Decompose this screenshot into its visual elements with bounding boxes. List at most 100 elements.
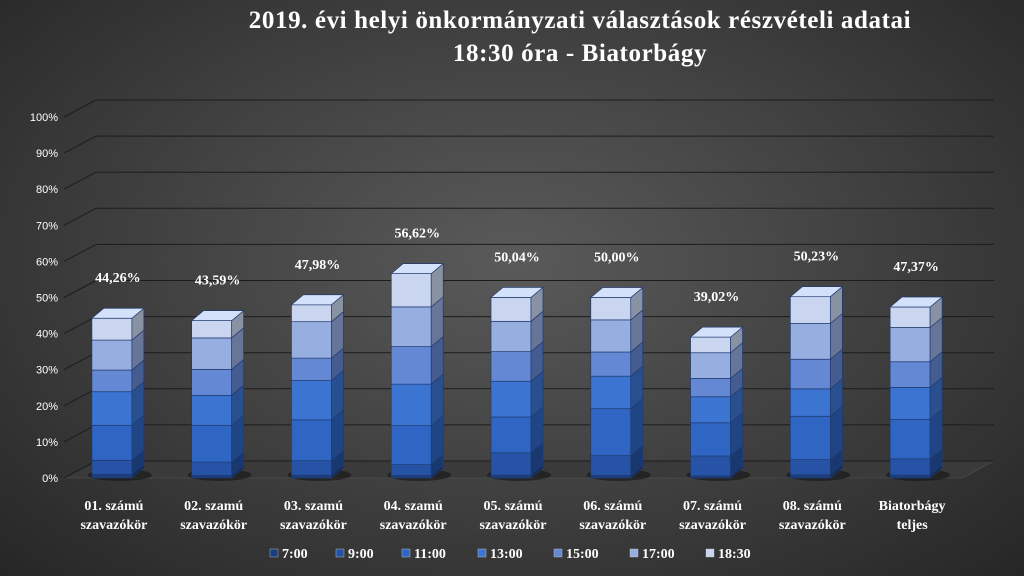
- x-category-label: teljes: [897, 518, 929, 533]
- bar-segment: [191, 394, 233, 426]
- gridline-diagonal: [63, 352, 97, 371]
- bar-segment: [490, 380, 532, 418]
- y-tick-label: 40%: [36, 329, 58, 341]
- bar-segment: [390, 346, 432, 385]
- gridline-diagonal: [63, 243, 97, 262]
- gridline-diagonal: [63, 280, 97, 298]
- x-category-label: 03. szamú: [284, 499, 343, 514]
- bar-segment: [690, 396, 731, 424]
- x-category-label: szavazókör: [280, 518, 347, 533]
- legend-label: 7:00: [282, 547, 308, 562]
- legend-label: 18:30: [718, 547, 751, 562]
- data-label: 47,37%: [893, 260, 939, 275]
- bar-segment: [91, 474, 133, 479]
- data-label: 50,23%: [794, 250, 840, 265]
- bar-segment: [291, 321, 332, 359]
- bar-segment: [91, 317, 133, 341]
- gridline-diagonal: [63, 424, 97, 443]
- legend-swatch: [553, 548, 563, 558]
- bar-segment: [490, 474, 532, 479]
- bar-segment: [590, 408, 632, 456]
- legend-label: 11:00: [414, 547, 446, 562]
- bar-segment: [690, 422, 731, 457]
- bar-segment: [390, 383, 432, 427]
- y-tick-label: 10%: [36, 437, 58, 449]
- bar-segment: [191, 368, 233, 396]
- bar-segment: [490, 452, 532, 476]
- bar-segment: [789, 474, 831, 479]
- bar-segment: [690, 336, 731, 354]
- bar-segment: [889, 327, 931, 363]
- x-category-label: 06. számú: [583, 499, 642, 514]
- data-label: 43,59%: [195, 274, 241, 289]
- bar-segment: [789, 388, 831, 417]
- bar-segment: [291, 419, 332, 462]
- bar-segment: [590, 319, 632, 353]
- bar-top: [190, 310, 245, 321]
- data-label: 47,98%: [295, 258, 341, 273]
- bar-segment: [490, 416, 532, 454]
- bar-segment: [889, 474, 931, 479]
- chart-title-line-1: 2019. évi helyi önkormányzati választáso…: [248, 7, 912, 34]
- x-category-label: szavazókör: [579, 518, 646, 533]
- legend-swatch: [477, 548, 487, 558]
- bar-top: [390, 263, 445, 274]
- y-tick-label: 90%: [36, 148, 58, 160]
- bar-segment: [590, 455, 632, 476]
- legend-label: 17:00: [642, 547, 675, 562]
- y-tick-label: 0%: [42, 473, 58, 485]
- data-label: 56,62%: [394, 227, 440, 242]
- bar-segment: [789, 459, 831, 476]
- bar-segment: [889, 387, 931, 420]
- bar-segment: [91, 339, 133, 371]
- bar-top: [589, 287, 644, 298]
- x-category-label: szavazókör: [380, 518, 447, 533]
- bar-segment: [590, 375, 632, 410]
- bar-segment: [590, 475, 632, 479]
- x-category-label: 04. szamú: [384, 499, 443, 514]
- bar-segment: [390, 306, 432, 347]
- bar-segment: [889, 361, 931, 388]
- gridline-diagonal: [63, 99, 97, 118]
- bar-segment: [889, 419, 931, 460]
- x-category-label: szavazókör: [779, 518, 846, 533]
- y-tick-label: 20%: [36, 401, 58, 413]
- bar-segment: [91, 424, 133, 461]
- x-category-label: szavazókör: [679, 518, 746, 533]
- x-category-label: szavazókör: [180, 518, 247, 533]
- legend-swatch: [629, 548, 639, 558]
- bar-segment: [91, 459, 133, 475]
- data-label: 50,04%: [494, 250, 540, 265]
- x-category-label: 07. számú: [683, 499, 742, 514]
- bar-segment: [490, 297, 532, 322]
- gridline-diagonal: [63, 460, 97, 479]
- x-category-label: Biatorbágy: [879, 499, 946, 514]
- bar-segment: [789, 358, 831, 390]
- y-tick-label: 100%: [30, 112, 58, 124]
- bar-segment: [789, 415, 831, 460]
- bar-top: [290, 294, 345, 306]
- bar-segment: [690, 352, 731, 379]
- bar-segment: [789, 296, 831, 324]
- bar-segment: [490, 351, 532, 382]
- bar-segment: [191, 461, 233, 476]
- bar-segment: [690, 455, 731, 477]
- bar-segment: [590, 297, 632, 321]
- legend-label: 9:00: [348, 547, 374, 562]
- bar-segment: [889, 306, 931, 328]
- bar-segment: [291, 357, 332, 381]
- y-tick-label: 30%: [36, 365, 58, 377]
- x-category-label: 08. számú: [783, 499, 842, 514]
- y-tick-label: 50%: [36, 293, 58, 305]
- bar-top: [90, 307, 145, 319]
- data-label: 50,00%: [594, 251, 640, 266]
- legend-swatch: [269, 548, 279, 558]
- gridline-diagonal: [63, 171, 97, 190]
- gridline-diagonal: [63, 135, 97, 154]
- bar-top: [789, 286, 844, 298]
- bar-segment: [291, 474, 332, 479]
- chart-title: 2019. évi helyi önkormányzati választáso…: [150, 4, 1010, 70]
- data-label: 39,02%: [694, 290, 740, 305]
- bar-segment: [590, 351, 632, 377]
